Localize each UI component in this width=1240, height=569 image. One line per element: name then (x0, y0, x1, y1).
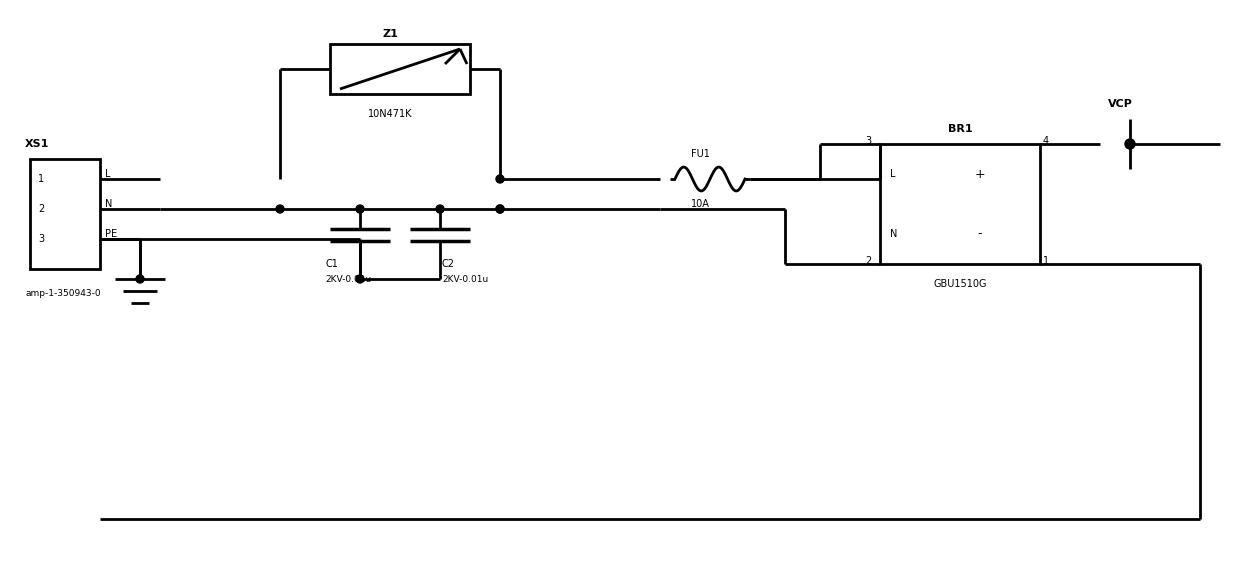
Text: 10N471K: 10N471K (368, 109, 412, 119)
Text: 2KV-0.01u: 2KV-0.01u (441, 274, 489, 283)
Text: 1: 1 (1043, 256, 1049, 266)
Text: N: N (890, 229, 898, 239)
Circle shape (436, 205, 444, 213)
Text: amp-1-350943-0: amp-1-350943-0 (25, 290, 100, 299)
Text: N: N (105, 199, 113, 209)
Bar (880, 144, 1040, 264)
Circle shape (356, 275, 365, 283)
Text: Z1: Z1 (382, 29, 398, 39)
Text: 1: 1 (38, 174, 45, 184)
Circle shape (136, 275, 144, 283)
Text: C1: C1 (325, 259, 337, 269)
Circle shape (496, 205, 503, 213)
Text: VCP: VCP (1107, 99, 1132, 109)
Text: C2: C2 (441, 259, 455, 269)
Text: 2: 2 (866, 256, 872, 266)
Text: +: + (975, 167, 986, 180)
Text: PE: PE (105, 229, 117, 239)
Circle shape (356, 205, 365, 213)
Text: GBU1510G: GBU1510G (934, 279, 987, 289)
Text: 4: 4 (1043, 136, 1049, 146)
Bar (30, 159, 100, 269)
Circle shape (496, 175, 503, 183)
Text: 10A: 10A (691, 199, 709, 209)
Text: 3: 3 (866, 136, 872, 146)
Text: -: - (978, 228, 982, 241)
Text: XS1: XS1 (25, 139, 50, 149)
Text: 2: 2 (38, 204, 45, 214)
Text: 3: 3 (38, 234, 45, 244)
Circle shape (277, 205, 284, 213)
Circle shape (496, 205, 503, 213)
Bar (330, 44, 470, 94)
Text: BR1: BR1 (947, 124, 972, 134)
Text: FU1: FU1 (691, 149, 709, 159)
Circle shape (1125, 139, 1135, 149)
Text: 2KV-0.01u: 2KV-0.01u (325, 274, 371, 283)
Text: L: L (105, 169, 110, 179)
Text: L: L (890, 169, 895, 179)
